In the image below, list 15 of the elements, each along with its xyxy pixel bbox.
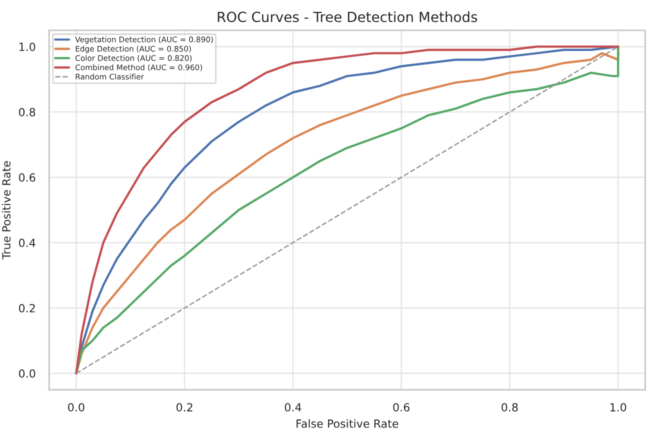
x-tick-label: 0.8 xyxy=(502,403,518,412)
y-axis-title: True Positive Rate xyxy=(2,161,11,260)
x-tick-label: 1.0 xyxy=(610,403,626,412)
y-tick-label: 0.0 xyxy=(18,369,36,378)
x-tick-label: 0.2 xyxy=(176,403,192,412)
y-tick-label: 0.4 xyxy=(18,238,36,248)
chart-title: ROC Curves - Tree Detection Methods xyxy=(218,11,478,22)
y-tick-label: 0.6 xyxy=(18,173,36,182)
y-tick-label: 0.8 xyxy=(18,108,36,116)
y-tick-label: 0.2 xyxy=(18,304,35,312)
y-tick-label: 1.0 xyxy=(19,42,36,52)
x-tick-label: 0.4 xyxy=(284,403,302,412)
x-axis-title: False Positive Rate xyxy=(296,419,398,428)
x-tick-label: 0.0 xyxy=(68,403,84,412)
x-tick-label: 0.6 xyxy=(393,403,410,412)
